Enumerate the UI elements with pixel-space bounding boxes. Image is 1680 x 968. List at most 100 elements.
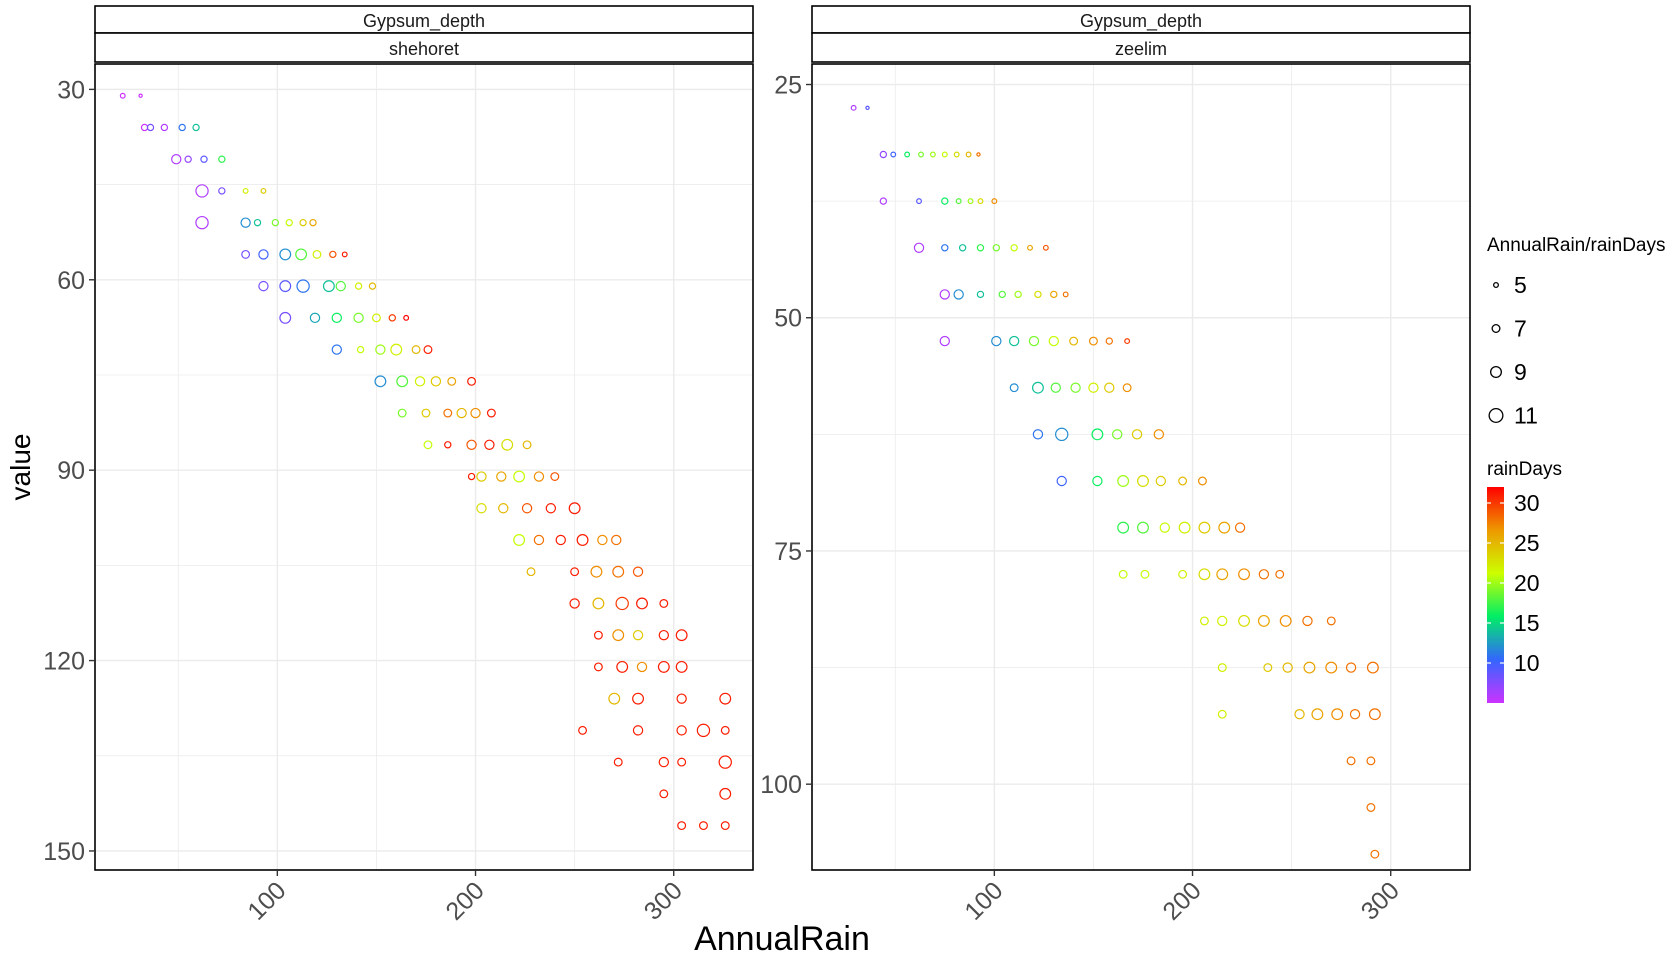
data-points [119, 92, 732, 831]
data-point [719, 692, 732, 705]
data-point [545, 503, 557, 514]
data-point [171, 153, 182, 165]
data-point [1366, 803, 1376, 812]
data-point [941, 197, 949, 205]
x-tick-label: 100 [242, 876, 291, 925]
data-point [998, 290, 1006, 299]
data-point [526, 567, 536, 577]
data-point [1104, 382, 1115, 393]
data-point [470, 407, 481, 419]
data-point [976, 152, 981, 157]
data-point [1070, 382, 1081, 393]
data-point [677, 757, 687, 767]
data-point [939, 335, 950, 347]
data-point [1234, 522, 1246, 533]
size-legend-symbol [1488, 407, 1504, 423]
data-point [976, 290, 985, 299]
data-point [916, 198, 922, 205]
data-point [1028, 335, 1040, 347]
data-point [260, 187, 267, 194]
data-point [991, 335, 1002, 347]
data-point [593, 630, 603, 640]
data-point [1178, 569, 1188, 579]
data-point [1178, 476, 1188, 486]
color-legend-label: 30 [1514, 490, 1540, 516]
data-point [1325, 661, 1338, 674]
data-point [611, 534, 622, 546]
data-point [991, 198, 998, 205]
data-point [1155, 475, 1167, 487]
data-point [1217, 709, 1227, 719]
data-point [904, 151, 911, 158]
data-point [718, 755, 732, 769]
data-point [1366, 661, 1379, 674]
x-axis: 100 200 300 [242, 870, 688, 926]
data-point [1218, 521, 1231, 534]
y-tick-label: 90 [57, 457, 85, 485]
data-point [329, 250, 337, 259]
data-point [1112, 429, 1123, 440]
data-point [555, 534, 566, 546]
data-point [976, 244, 985, 252]
data-point [178, 123, 186, 132]
data-point [1124, 338, 1131, 345]
data-point [929, 151, 936, 158]
data-point [522, 440, 532, 450]
data-point [423, 345, 433, 355]
y-tick-label: 150 [43, 838, 85, 866]
data-point [443, 408, 453, 418]
data-point [309, 312, 321, 324]
data-point [865, 105, 870, 111]
data-point [513, 470, 526, 483]
data-point [632, 692, 644, 705]
panel-zeelim: Gypsum_depth zeelim 25 50 75 100 100 200 300 [760, 5, 1471, 926]
data-point [1137, 475, 1149, 487]
data-point [312, 249, 322, 259]
strip-bottom-label: shehoret [389, 39, 459, 59]
data-point [1010, 244, 1018, 252]
data-point [1034, 290, 1042, 299]
data-point [569, 598, 580, 609]
data-point [1088, 382, 1099, 393]
data-point [396, 375, 409, 388]
data-point [241, 249, 251, 259]
data-point [720, 821, 730, 831]
data-point [675, 629, 688, 642]
data-point [331, 312, 342, 324]
x-tick-label: 300 [639, 876, 688, 925]
data-point [1092, 475, 1103, 487]
data-point [1042, 244, 1049, 251]
data-point [1216, 568, 1229, 581]
color-legend-label: 20 [1514, 570, 1540, 596]
data-point [615, 596, 629, 611]
data-point [657, 660, 670, 673]
data-point [200, 155, 208, 163]
data-point [941, 244, 949, 252]
data-point [1056, 475, 1067, 487]
data-point [1140, 569, 1150, 579]
data-point [699, 821, 708, 831]
color-legend-label: 10 [1514, 650, 1540, 676]
data-point [675, 660, 688, 673]
data-point [1346, 756, 1356, 766]
data-point [1050, 290, 1058, 299]
data-point [658, 756, 670, 768]
data-point [1199, 616, 1209, 626]
data-point [258, 249, 269, 260]
size-legend-keys: 5 7 9 11 [1488, 272, 1538, 429]
data-point [1088, 336, 1098, 346]
x-tick-label: 300 [1356, 876, 1405, 925]
data-point [1279, 614, 1292, 627]
size-legend-title: AnnualRain/rainDays [1487, 235, 1666, 256]
x-axis: 100 200 300 [959, 870, 1405, 926]
data-point [341, 251, 348, 258]
data-point [1027, 244, 1033, 251]
size-legend-symbol [1491, 323, 1501, 333]
y-axis: 25 50 75 100 [760, 72, 812, 799]
data-point [1032, 429, 1044, 440]
data-point [371, 313, 381, 323]
y-axis-title: value [5, 434, 36, 501]
data-point [1159, 522, 1170, 533]
data-point [195, 215, 209, 230]
panel-border [94, 63, 754, 871]
